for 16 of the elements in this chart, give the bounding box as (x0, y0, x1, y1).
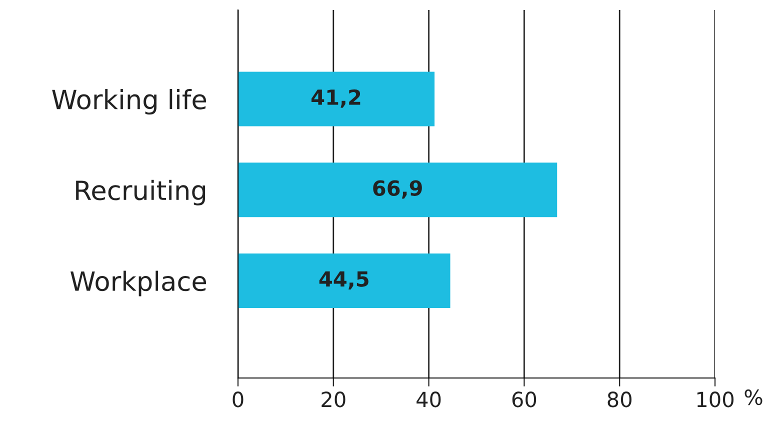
y-tick-label: Recruiting (76, 180, 206, 206)
bar (238, 72, 435, 126)
y-tick-label: Workplace (70, 270, 206, 296)
x-tick-label: 100 (697, 392, 734, 408)
y-tick-label: Working life (52, 89, 206, 115)
x-tick-label: 60 (512, 392, 536, 408)
bar (238, 254, 450, 308)
x-tick-label: 20 (322, 392, 346, 408)
bar (238, 162, 558, 218)
data-label: 66,9 (373, 180, 422, 199)
data-label: 41,2 (312, 89, 360, 108)
data-label: 44,5 (319, 271, 368, 290)
x-tick-label: 80 (608, 392, 632, 408)
x-tick-label: 0 (232, 392, 244, 408)
x-tick-label: 40 (416, 392, 441, 408)
x-axis-title: % (744, 389, 762, 406)
